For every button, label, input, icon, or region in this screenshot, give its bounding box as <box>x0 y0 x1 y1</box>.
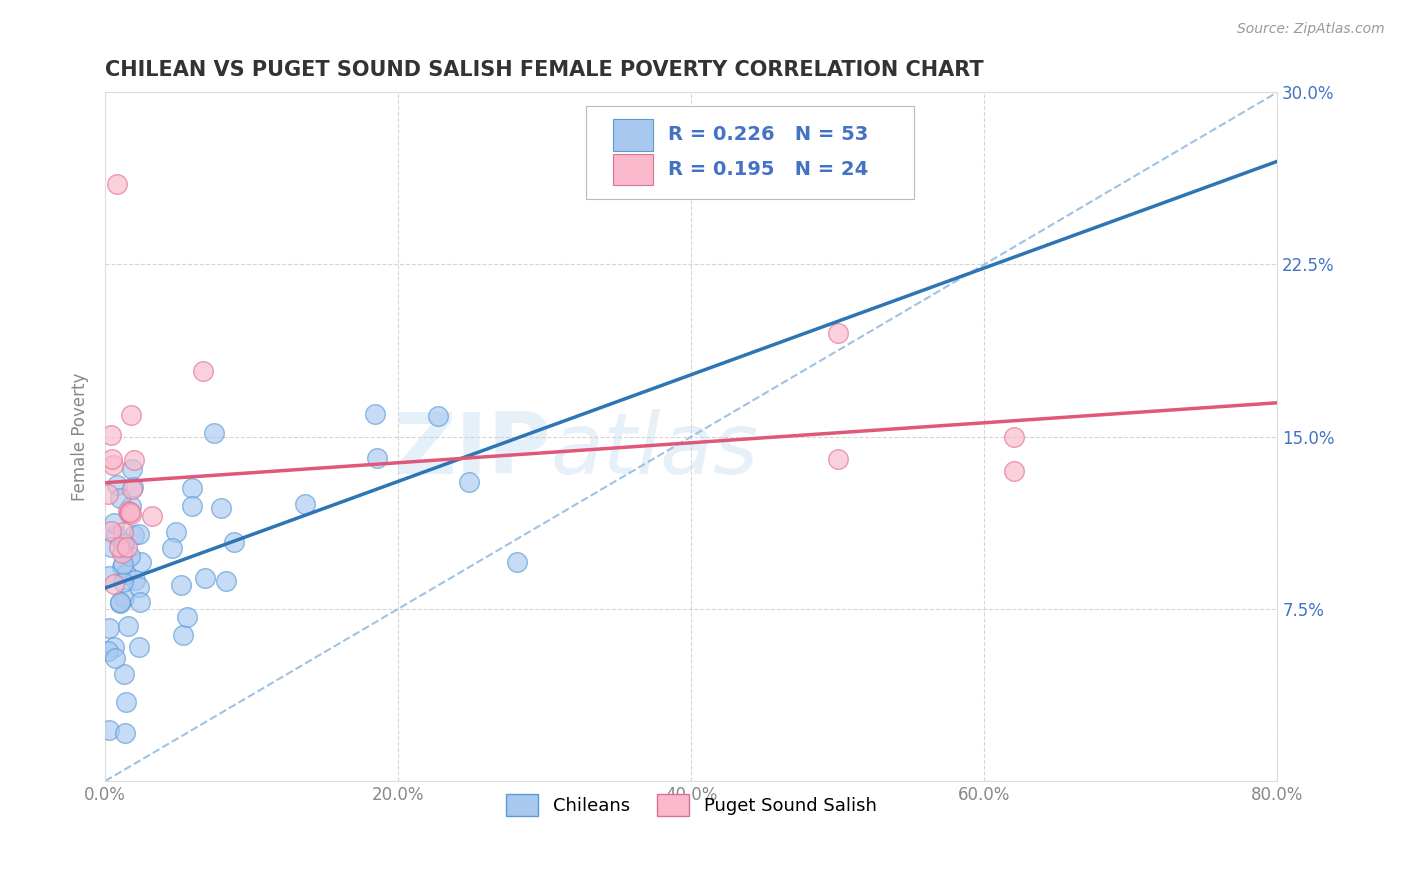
Point <box>103 640 125 654</box>
Point <box>112 535 135 549</box>
Point <box>222 535 245 549</box>
Point <box>120 549 142 563</box>
Point <box>110 546 132 560</box>
Point <box>141 508 163 523</box>
Text: Source: ZipAtlas.com: Source: ZipAtlas.com <box>1237 22 1385 37</box>
Point <box>108 595 131 609</box>
Point <box>97 487 120 501</box>
Point <box>124 573 146 587</box>
Point <box>215 574 238 588</box>
Point <box>172 628 194 642</box>
Point <box>112 558 135 572</box>
Point <box>122 453 145 467</box>
Point <box>827 326 849 341</box>
Text: R = 0.195   N = 24: R = 0.195 N = 24 <box>668 160 868 179</box>
Point <box>115 695 138 709</box>
Point <box>120 505 142 519</box>
Point <box>100 524 122 538</box>
Point <box>128 640 150 654</box>
Text: ZIP: ZIP <box>392 409 551 491</box>
Point <box>426 409 449 423</box>
Point <box>202 426 225 441</box>
Point <box>128 527 150 541</box>
Point <box>129 555 152 569</box>
Text: CHILEAN VS PUGET SOUND SALISH FEMALE POVERTY CORRELATION CHART: CHILEAN VS PUGET SOUND SALISH FEMALE POV… <box>105 60 984 79</box>
Point <box>98 621 121 635</box>
Point <box>366 450 388 465</box>
Point <box>176 610 198 624</box>
Point <box>194 571 217 585</box>
Point <box>115 541 138 555</box>
Text: atlas: atlas <box>551 409 759 491</box>
Point <box>364 407 387 421</box>
Point <box>114 566 136 581</box>
Point <box>105 478 128 492</box>
Point <box>120 499 142 513</box>
Point <box>180 481 202 495</box>
Point <box>1002 464 1025 478</box>
Point <box>128 581 150 595</box>
FancyBboxPatch shape <box>613 120 652 151</box>
Point <box>191 364 214 378</box>
Point <box>209 501 232 516</box>
Point <box>111 574 134 589</box>
Point <box>111 560 134 574</box>
Point <box>118 506 141 520</box>
Point <box>117 619 139 633</box>
Y-axis label: Female Poverty: Female Poverty <box>72 373 89 500</box>
Point <box>181 499 204 513</box>
Point <box>100 541 122 555</box>
Point <box>1002 429 1025 443</box>
Point <box>120 507 142 521</box>
Point <box>112 591 135 606</box>
Point <box>120 409 142 423</box>
Point <box>105 177 128 191</box>
Point <box>104 651 127 665</box>
Point <box>121 462 143 476</box>
FancyBboxPatch shape <box>586 106 914 199</box>
Point <box>98 569 121 583</box>
Point <box>129 594 152 608</box>
Point <box>108 540 131 554</box>
Point <box>114 725 136 739</box>
Point <box>101 458 124 472</box>
Point <box>121 482 143 496</box>
Point <box>506 555 529 569</box>
Point <box>103 516 125 530</box>
Point <box>103 577 125 591</box>
FancyBboxPatch shape <box>613 153 652 186</box>
Point <box>101 452 124 467</box>
Point <box>165 524 187 539</box>
Point <box>160 541 183 555</box>
Point <box>457 475 479 489</box>
Point <box>100 427 122 442</box>
Point <box>108 596 131 610</box>
Point <box>98 723 121 738</box>
Point <box>112 537 135 551</box>
Point <box>827 452 849 467</box>
Text: R = 0.226   N = 53: R = 0.226 N = 53 <box>668 126 868 145</box>
Point <box>294 497 316 511</box>
Legend: Chileans, Puget Sound Salish: Chileans, Puget Sound Salish <box>499 787 884 823</box>
Point <box>108 491 131 505</box>
Point <box>169 578 191 592</box>
Point <box>117 504 139 518</box>
Point <box>96 644 118 658</box>
Point <box>112 667 135 681</box>
Point <box>122 528 145 542</box>
Point <box>111 524 134 539</box>
Point <box>105 528 128 542</box>
Point <box>122 480 145 494</box>
